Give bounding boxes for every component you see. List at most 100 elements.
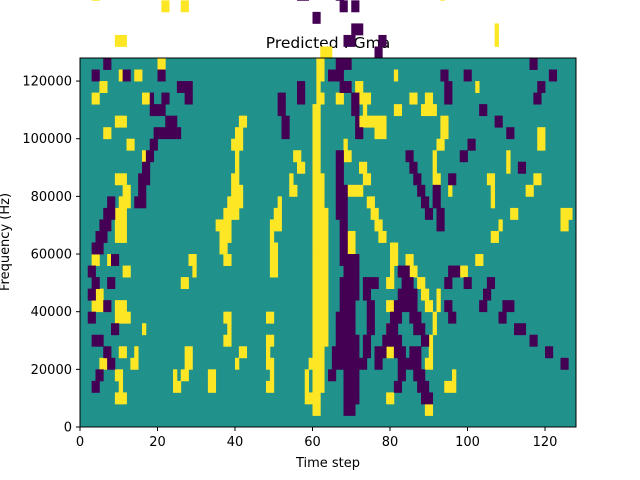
heatmap-cell-high [114,34,120,47]
heatmap-cell-high [118,369,124,382]
heatmap-cell-high [134,357,139,370]
heatmap-cell-low [328,69,333,82]
heatmap-cell-low [87,311,93,324]
heatmap-cell-low [397,300,403,313]
heatmap-cell-high [432,311,437,324]
heatmap-cell-low [529,334,534,347]
heatmap-cell-high [312,115,317,128]
heatmap-cell-high [293,150,298,163]
heatmap-cell-high [343,138,348,151]
heatmap-cell-high [463,265,468,278]
heatmap-cell-low [122,69,127,82]
heatmap-cell-low [436,219,441,232]
heatmap-cell-high [440,0,445,1]
heatmap-cell-low [343,81,348,93]
heatmap-cell-high [393,254,399,266]
heatmap-cell-low [351,311,356,324]
heatmap-cell-high [320,288,325,301]
heatmap-cell-low [409,311,414,324]
heatmap-cell-high [238,196,244,209]
heatmap-cell-low [165,92,170,105]
heatmap-cell-low [347,403,352,416]
heatmap-cell-low [99,334,104,347]
heatmap-cell-high [134,346,139,359]
heatmap-cell-low [351,392,356,405]
y-tick-label: 40000 [31,305,72,320]
heatmap-cell-high [537,138,542,151]
heatmap-cell-low [343,288,348,301]
heatmap-cell-high [269,334,275,347]
heatmap-cell-low [99,242,104,255]
heatmap-cell-low [548,69,554,82]
heatmap-cell-low [165,127,170,140]
heatmap-cell-high [320,323,325,336]
heatmap-cell-low [347,58,352,70]
heatmap-cell-low [343,277,348,290]
heatmap-cell-low [351,277,356,290]
heatmap-cell-low [335,323,341,336]
heatmap-cell-high [161,0,166,13]
heatmap-cell-low [169,115,174,128]
heatmap-cell-low [285,127,290,140]
heatmap-cell-low [138,184,143,197]
heatmap-cell-high [99,81,104,93]
heatmap-cell-high [421,104,426,117]
heatmap-cell-low [393,346,399,359]
heatmap-cell-low [351,334,356,347]
heatmap-cell-low [343,254,348,266]
heatmap-cell-high [184,369,189,382]
heatmap-cell-low [103,230,108,243]
heatmap-cell-high [184,0,189,13]
heatmap-cell-low [347,81,352,93]
heatmap-cell-low [281,92,286,105]
heatmap-cell-high [235,207,240,220]
heatmap-cell-low [339,357,344,370]
heatmap-cell-high [405,254,410,266]
heatmap-cell-high [114,300,120,313]
heatmap-cell-high [238,115,244,128]
heatmap-cell-high [316,300,321,313]
heatmap-cell-low [107,277,112,290]
heatmap-cell-high [366,92,372,105]
heatmap-cell-low [103,219,108,232]
heatmap-cell-high [118,207,124,220]
heatmap-cell-low [366,288,372,301]
heatmap-cell-high [436,288,441,301]
heatmap-cell-low [409,150,414,163]
heatmap-cell-high [316,69,321,82]
heatmap-cell-high [386,392,391,405]
heatmap-cell-high [413,265,418,278]
heatmap-cell-high [223,334,228,347]
heatmap-cell-high [490,173,496,186]
heatmap-cell-low [417,184,422,197]
heatmap-cell-low [359,23,364,36]
heatmap-cell-high [95,254,100,266]
heatmap-cell-high [184,277,189,290]
heatmap-cell-high [114,207,120,220]
heatmap-cell-low [529,58,534,70]
heatmap-cell-high [312,277,317,290]
heatmap-cell-low [300,81,306,93]
heatmap-cell-low [490,277,496,290]
heatmap-cell-low [339,150,344,163]
heatmap-cell-low [351,369,356,382]
heatmap-cell-low [537,81,542,93]
heatmap-cell-high [238,127,244,140]
heatmap-cell-low [444,300,449,313]
heatmap-cell-high [223,219,228,232]
heatmap-cell-high [122,219,127,232]
heatmap-cell-high [390,277,395,290]
heatmap-cell-high [312,219,317,232]
heatmap-cell-high [374,115,379,128]
heatmap-cell-low [343,242,348,255]
heatmap-cell-high [173,380,178,393]
heatmap-cell-high [320,346,325,359]
heatmap-cell-high [207,380,213,393]
heatmap-cell-high [560,207,565,220]
heatmap-cell-high [316,323,321,336]
heatmap-cell-low [107,196,112,209]
heatmap-cell-low [114,323,120,336]
heatmap-cell-high [312,150,317,163]
heatmap-cell-high [428,300,434,313]
heatmap-cell-low [401,346,406,359]
